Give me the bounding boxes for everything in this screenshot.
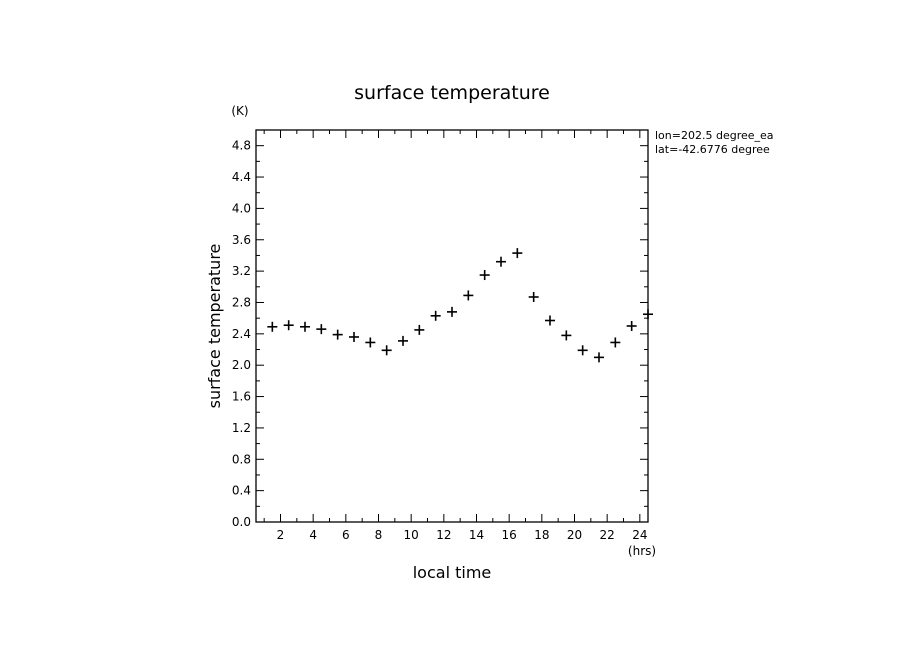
- x-tick-label: 2: [277, 528, 285, 542]
- data-point: [643, 309, 653, 320]
- data-point: [561, 330, 572, 341]
- y-tick-label: 4.4: [232, 170, 251, 184]
- data-point: [381, 345, 392, 356]
- data-point: [594, 352, 604, 363]
- chart-title: surface temperature: [354, 82, 550, 104]
- y-tick-label: 2.8: [232, 295, 251, 309]
- data-point: [545, 315, 555, 326]
- x-tick-label: 24: [632, 528, 647, 542]
- data-points: [267, 248, 653, 363]
- data-point: [430, 310, 441, 321]
- data-point: [610, 337, 621, 348]
- x-axis-label: local time: [413, 563, 492, 582]
- data-point: [349, 331, 359, 342]
- x-tick-label: 14: [469, 528, 484, 542]
- data-point: [398, 335, 408, 346]
- y-tick-label: 1.6: [232, 390, 251, 404]
- x-tick-label: 22: [600, 528, 615, 542]
- annotation-lat: lat=-42.6776 degree: [655, 143, 770, 156]
- x-tick-label: 6: [342, 528, 350, 542]
- y-axis-label: surface temperature: [205, 244, 224, 409]
- x-tick-label: 8: [375, 528, 383, 542]
- y-tick-label: 3.6: [232, 233, 251, 247]
- y-tick-label: 2.0: [232, 358, 251, 372]
- data-point: [267, 321, 278, 332]
- data-point: [316, 324, 327, 335]
- data-point: [626, 321, 637, 331]
- data-point: [577, 345, 588, 356]
- x-tick-label: 18: [534, 528, 549, 542]
- y-tick-label: 0.0: [232, 515, 251, 529]
- x-tick-label: 4: [309, 528, 317, 542]
- y-tick-label: 3.2: [232, 264, 251, 278]
- y-tick-label: 1.2: [232, 421, 251, 435]
- data-point: [300, 321, 310, 332]
- x-tick-label: 20: [567, 528, 582, 542]
- y-tick-label: 2.4: [232, 327, 251, 341]
- y-tick-label: 4.8: [232, 139, 251, 153]
- data-point: [528, 291, 539, 302]
- data-point: [479, 270, 490, 281]
- data-point: [496, 256, 506, 267]
- axes: 2 4 6 8 10 12 14 16 18 20 22 240.00.40.81.21.62.02.…: [232, 129, 649, 542]
- x-axis-unit: (hrs): [628, 544, 656, 558]
- data-point: [283, 320, 294, 331]
- y-tick-label: 0.4: [232, 484, 251, 498]
- x-tick-label: 12: [436, 528, 451, 542]
- data-point: [365, 337, 376, 348]
- x-tick-label: 10: [404, 528, 419, 542]
- data-point: [332, 329, 343, 340]
- x-tick-label: 16: [502, 528, 517, 542]
- plot-frame: [255, 129, 649, 523]
- y-tick-label: 4.0: [232, 201, 251, 215]
- annotation-lon: lon=202.5 degree_ea: [655, 129, 774, 142]
- data-point: [463, 290, 474, 301]
- data-point: [414, 324, 425, 335]
- annotation-clip: [780, 125, 904, 165]
- data-point: [447, 306, 457, 317]
- y-axis-unit: (K): [231, 104, 248, 118]
- y-tick-label: 0.8: [232, 452, 251, 466]
- data-point: [512, 248, 523, 259]
